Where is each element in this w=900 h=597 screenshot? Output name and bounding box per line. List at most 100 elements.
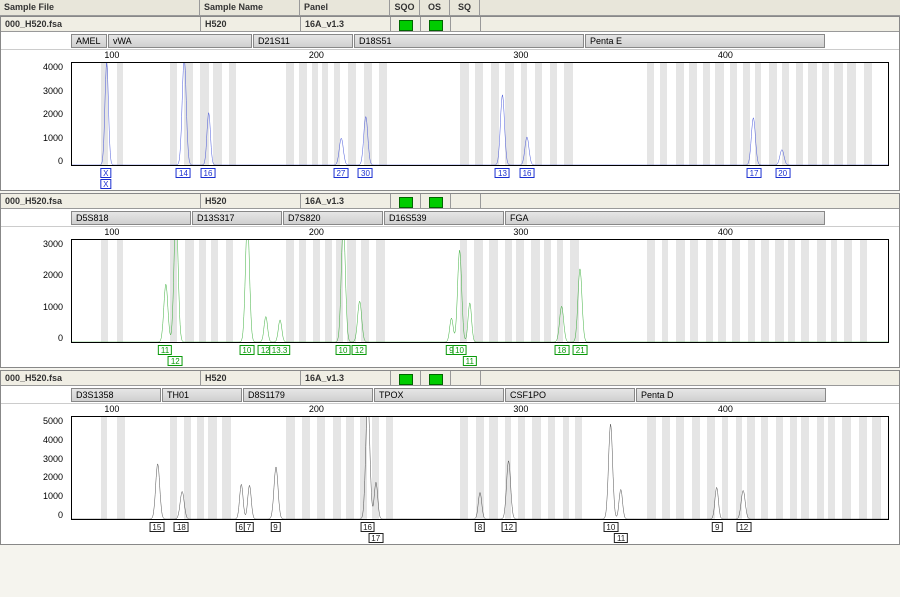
x-tick-label: 100 [104,404,119,414]
locus-row: D5S818D13S317D7S820D16S539FGA [1,209,899,227]
column-header-row: Sample File Sample Name Panel SQO OS SQ [0,0,900,16]
panel-name: 16A_v1.3 [301,194,391,208]
y-tick-label: 1000 [1,491,63,501]
allele-call[interactable]: 11 [463,356,477,366]
allele-call[interactable]: 18 [554,345,569,355]
allele-call[interactable]: 16 [520,168,535,178]
sample-name: H520 [201,17,301,31]
y-tick-label: 4000 [1,435,63,445]
x-tick-label: 200 [309,404,324,414]
allele-call[interactable]: X [100,179,111,189]
locus-label[interactable]: D16S539 [384,211,504,225]
locus-label[interactable]: D5S818 [71,211,191,225]
header-sqo: SQO [390,0,420,15]
allele-call[interactable]: 17 [747,168,762,178]
allele-call[interactable]: 20 [775,168,790,178]
allele-call[interactable]: 8 [475,522,485,532]
allele-call[interactable]: 9 [270,522,280,532]
allele-call[interactable]: 7 [244,522,254,532]
header-sq: SQ [450,0,480,15]
os-indicator [421,371,451,385]
plot-region[interactable] [71,416,889,520]
square-indicator-icon [399,197,413,208]
x-ticks: 100 200 300 400 [71,404,889,416]
sq-indicator [451,371,481,385]
y-axis: 40003000200010000 [1,62,67,166]
locus-label[interactable]: AMEL [71,34,107,48]
header-os: OS [420,0,450,15]
locus-label[interactable]: D21S11 [253,34,353,48]
square-indicator-icon [399,20,413,31]
y-axis: 3000 2000 1000 0 [1,239,67,343]
locus-label[interactable]: D13S317 [192,211,282,225]
locus-label[interactable]: Penta D [636,388,826,402]
locus-label[interactable]: CSF1PO [505,388,635,402]
panel-name: 16A_v1.3 [301,17,391,31]
allele-call[interactable]: X [100,168,111,178]
plot-region[interactable] [71,239,889,343]
allele-call[interactable]: 12 [501,522,516,532]
electropherogram-panel: 000_H520.fsaH52016A_v1.3 AMELvWAD21S11D18… [0,16,900,191]
square-indicator-icon [429,20,443,31]
sample-file: 000_H520.fsa [1,17,201,31]
y-tick-label: 2000 [1,109,63,119]
allele-call[interactable]: 11 [614,533,628,543]
allele-call[interactable]: 10 [239,345,254,355]
allele-call[interactable]: 9 [712,522,722,532]
y-tick-label: 1000 [1,302,63,312]
locus-label[interactable]: Penta E [585,34,825,48]
y-axis: 500040003000200010000 [1,416,67,520]
locus-label[interactable]: FGA [505,211,825,225]
allele-call[interactable]: 10 [603,522,618,532]
y-tick-label: 4000 [1,62,63,72]
allele-call[interactable]: 13.3 [269,345,291,355]
y-tick-label: 3000 [1,239,63,249]
allele-calls: 1112101213.31012910111821 [71,345,889,367]
header-panel: Panel [300,0,390,15]
allele-call[interactable]: 13 [495,168,510,178]
x-tick-label: 400 [718,404,733,414]
sample-name: H520 [201,371,301,385]
os-indicator [421,17,451,31]
allele-call[interactable]: 17 [368,533,383,543]
allele-call[interactable]: 10 [336,345,351,355]
allele-call[interactable]: 15 [149,522,164,532]
square-indicator-icon [429,197,443,208]
x-tick-label: 200 [309,50,324,60]
y-tick-label: 1000 [1,133,63,143]
allele-calls: XX 14 16 27 30 13 16 17 20 [71,168,889,190]
locus-label[interactable]: D3S1358 [71,388,161,402]
allele-call[interactable]: 12 [352,345,367,355]
locus-label[interactable]: D8S1179 [243,388,373,402]
y-tick-label: 5000 [1,416,63,426]
locus-label[interactable]: TH01 [162,388,242,402]
allele-call[interactable]: 12 [736,522,751,532]
y-tick-label: 0 [1,510,63,520]
allele-call[interactable]: 30 [358,168,373,178]
sq-indicator [451,194,481,208]
allele-call[interactable]: 21 [573,345,588,355]
trace-line [72,417,888,519]
allele-call[interactable]: 10 [452,345,467,355]
allele-call[interactable]: 14 [176,168,191,178]
allele-call[interactable]: 11 [158,345,172,355]
plot-region[interactable] [71,62,889,166]
x-tick-label: 300 [513,404,528,414]
locus-label[interactable]: D7S820 [283,211,383,225]
locus-label[interactable]: vWA [108,34,252,48]
allele-call[interactable]: 16 [201,168,216,178]
allele-call[interactable]: 12 [168,356,183,366]
electropherogram-panel: 000_H520.fsaH52016A_v1.3D3S1358TH01D8S11… [0,370,900,545]
x-tick-label: 400 [718,50,733,60]
allele-call[interactable]: 27 [333,168,348,178]
y-tick-label: 0 [1,333,63,343]
y-tick-label: 0 [1,156,63,166]
square-indicator-icon [429,374,443,385]
locus-label[interactable]: D18S51 [354,34,584,48]
allele-call[interactable]: 18 [174,522,189,532]
y-tick-label: 2000 [1,270,63,280]
locus-label[interactable]: TPOX [374,388,504,402]
sample-name: H520 [201,194,301,208]
allele-call[interactable]: 16 [360,522,375,532]
sqo-indicator [391,371,421,385]
